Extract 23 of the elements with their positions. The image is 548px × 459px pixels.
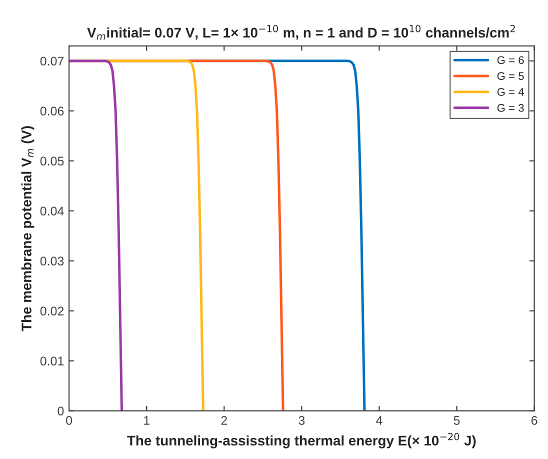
- legend-label: G = 4: [497, 88, 524, 96]
- chart-title: V$_{m}$initial= 0.07 V, L= 1× 10$^{−10}$ m, n = 1 and D = 10$^{10}$ channels/cm$^{2}$: [87, 24, 515, 40]
- x-tick-label: 6: [531, 416, 538, 425]
- legend-label: G = 6: [497, 56, 524, 64]
- y-axis-title: The membrane potential V$_{m}$ (V): [21, 126, 34, 332]
- y-tick-label: 0.06: [40, 106, 64, 116]
- y-tick-label: 0.01: [40, 356, 64, 366]
- y-tick-label: 0.03: [40, 256, 64, 266]
- x-tick-label: 3: [298, 416, 305, 425]
- x-tick-label: 1: [144, 416, 150, 425]
- legend-label: G = 3: [497, 104, 524, 112]
- x-tick-label: 2: [221, 416, 227, 425]
- x-tick-label: 0: [66, 416, 72, 425]
- line-series: [69, 60, 124, 411]
- y-tick-label: 0.02: [40, 306, 64, 316]
- y-tick-label: 0.07: [40, 56, 64, 66]
- y-tick-label: 0.04: [40, 206, 64, 216]
- x-tick-label: 5: [454, 416, 460, 425]
- y-tick-label: 0.05: [40, 156, 64, 166]
- legend-label: G = 5: [497, 72, 524, 80]
- x-tick-label: 4: [376, 416, 382, 425]
- y-tick-label: 0: [58, 406, 64, 416]
- x-axis-title: The tunneling-assissting thermal energy E(× 10$^{−20}$ J): [127, 432, 476, 448]
